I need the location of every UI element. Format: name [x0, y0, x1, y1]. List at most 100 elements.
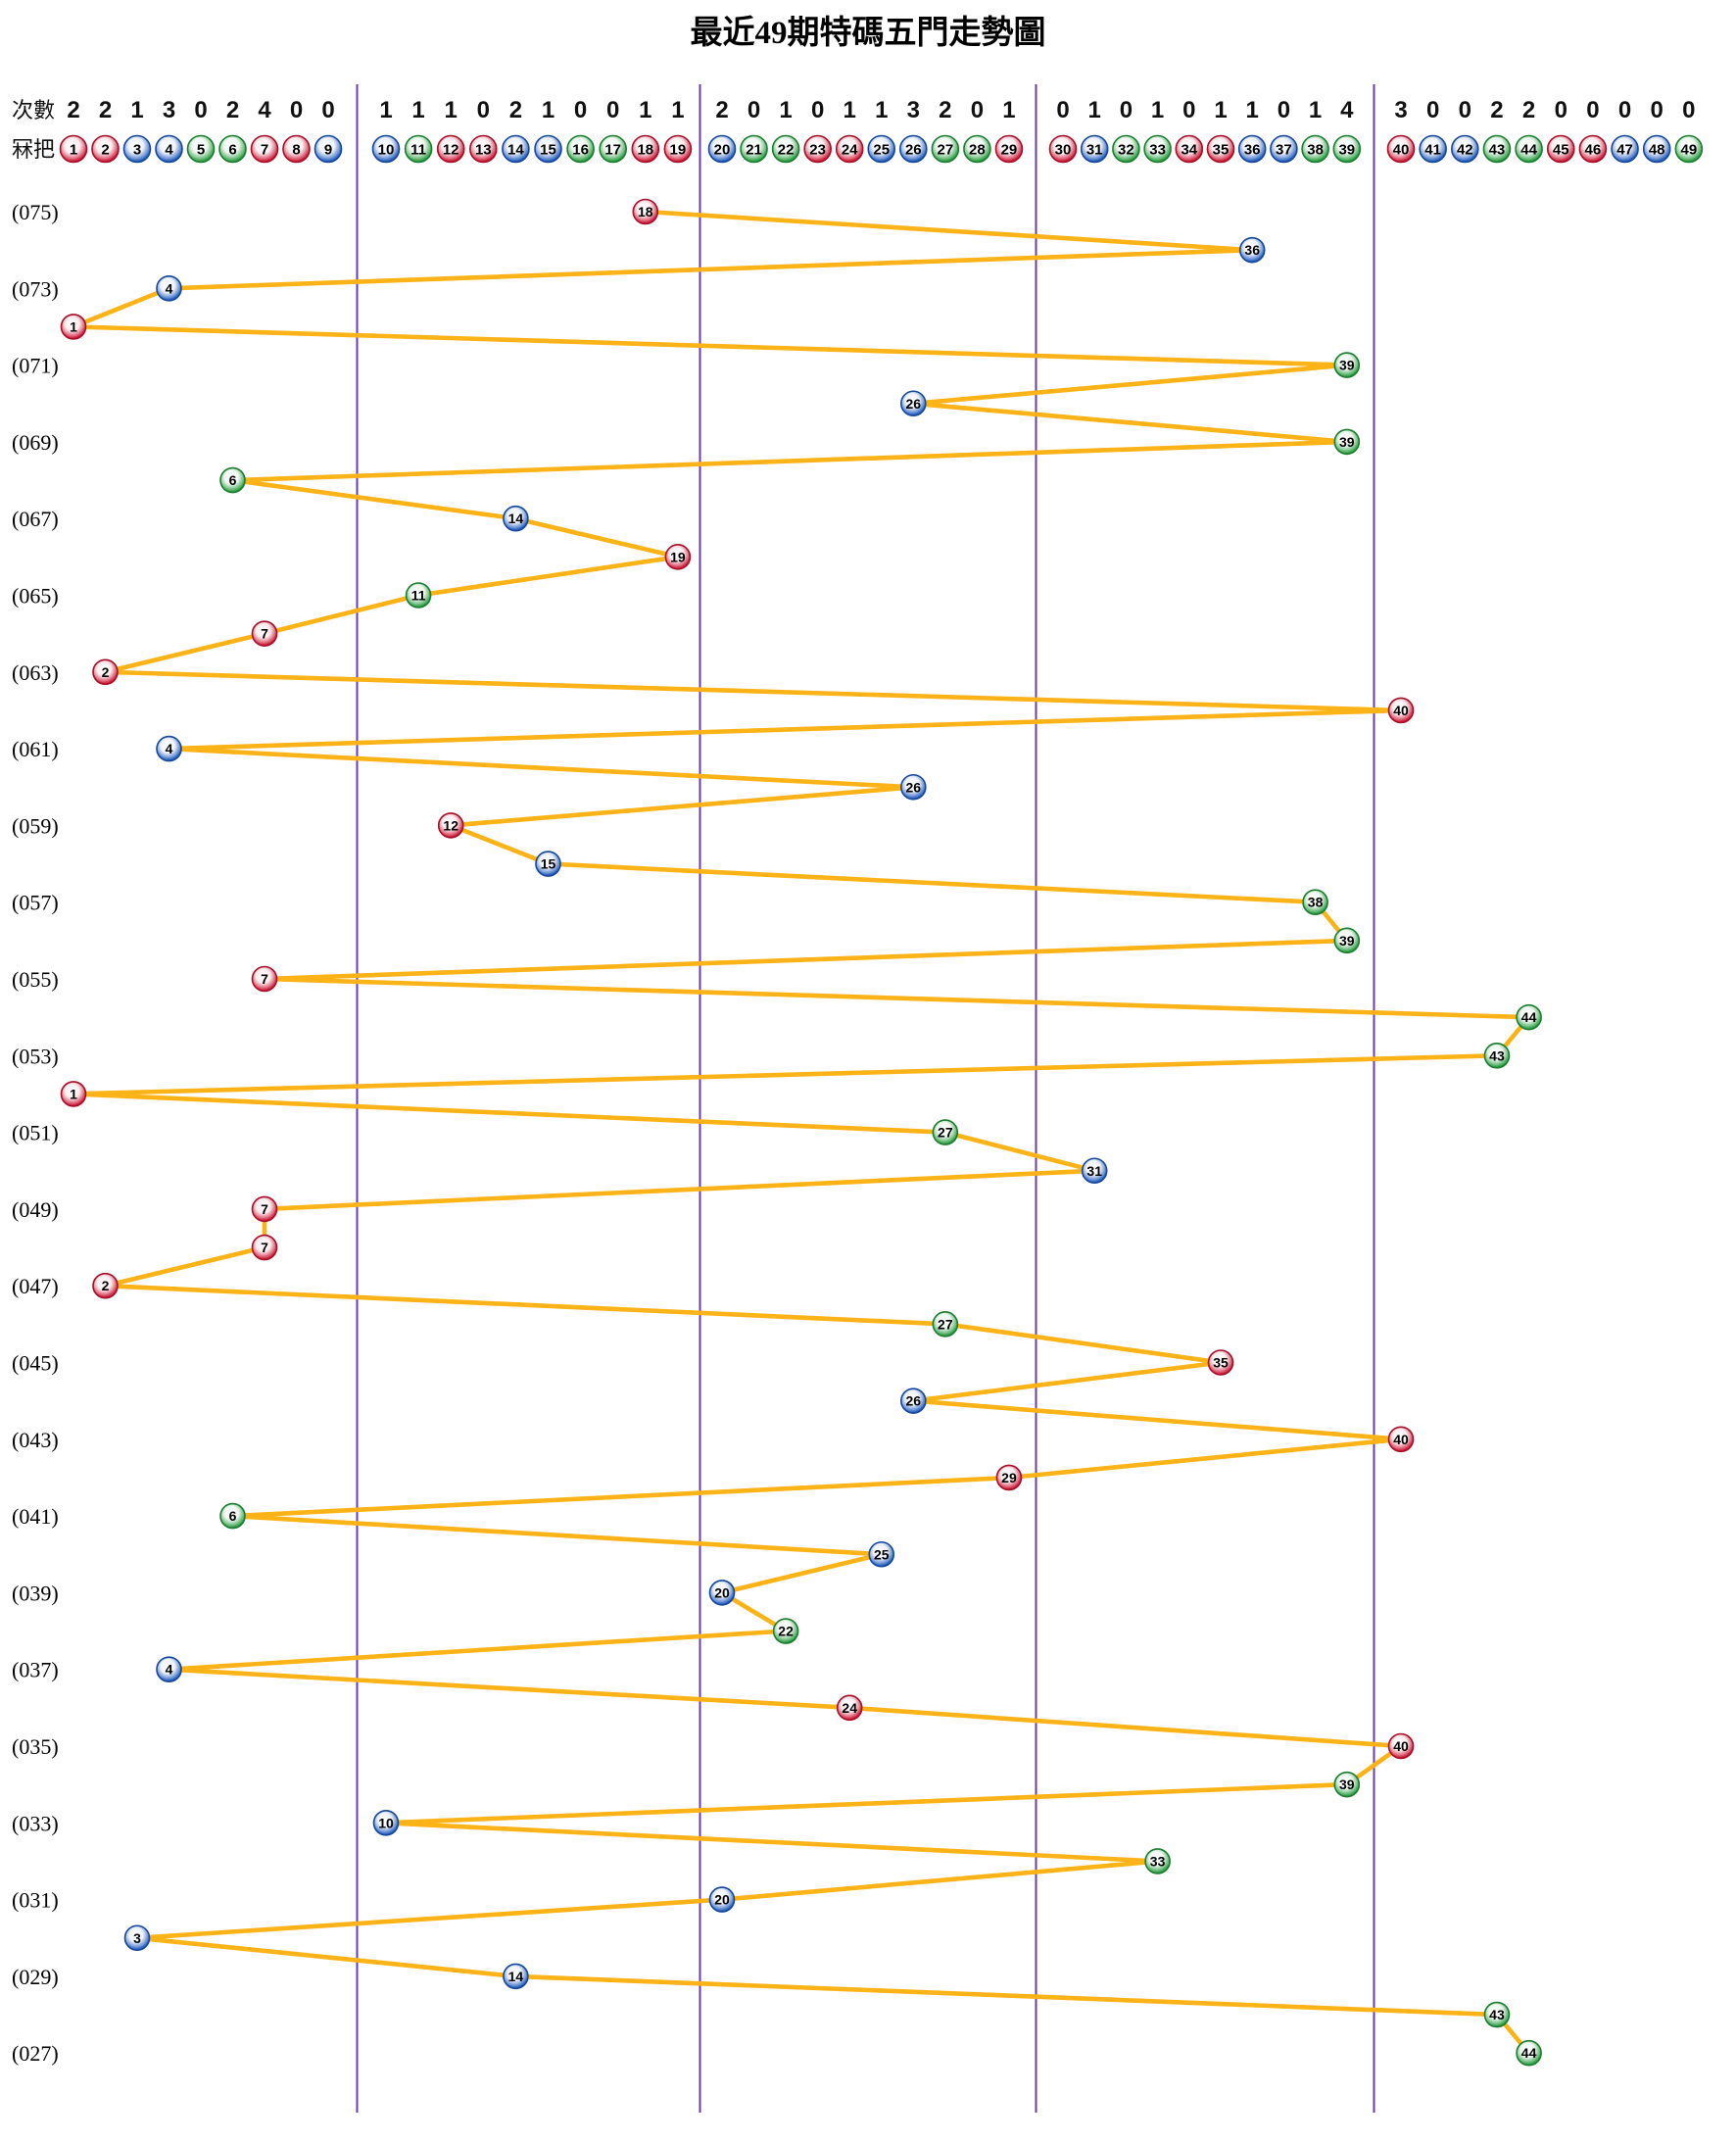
data-ball-number: 22	[778, 1624, 794, 1639]
header-ball: 36	[1237, 134, 1267, 164]
data-ball-number: 19	[670, 549, 686, 564]
data-ball-number: 3	[133, 1930, 141, 1946]
header-ball-number: 47	[1616, 141, 1633, 158]
data-ball: 3	[123, 1924, 151, 1952]
data-ball: 43	[1483, 2001, 1511, 2028]
header-ball-number: 21	[746, 141, 762, 158]
numbers-row-label: 冧把	[12, 137, 55, 162]
trend-line	[71, 209, 1531, 2056]
period-label: (031)	[12, 1888, 59, 1913]
data-ball: 25	[868, 1540, 895, 1568]
header-ball-number: 1	[70, 141, 77, 158]
data-ball-number: 24	[842, 1700, 857, 1716]
data-ball: 7	[251, 620, 278, 647]
header-ball: 10	[371, 134, 401, 164]
data-ball-number: 1	[70, 318, 77, 334]
header-ball: 38	[1301, 134, 1329, 164]
data-ball-number: 26	[906, 396, 922, 412]
data-ball: 39	[1333, 927, 1361, 954]
data-ball-number: 26	[906, 1393, 922, 1409]
header-ball-number: 35	[1213, 141, 1230, 158]
header-ball: 27	[931, 134, 960, 164]
header-ball: 46	[1578, 134, 1608, 164]
header-ball: 32	[1112, 134, 1140, 164]
header-ball: 42	[1451, 134, 1479, 164]
count-value: 1	[542, 97, 555, 123]
header-ball-number: 45	[1553, 141, 1569, 158]
data-ball-number: 44	[1521, 1009, 1537, 1025]
period-label: (043)	[12, 1428, 59, 1452]
count-value: 0	[1278, 97, 1290, 123]
count-value: 2	[226, 97, 239, 123]
header-ball-number: 43	[1489, 141, 1506, 158]
data-ball-number: 33	[1150, 1853, 1166, 1869]
count-value: 0	[1056, 97, 1069, 123]
data-ball: 1	[60, 1081, 87, 1107]
period-label: (061)	[12, 737, 59, 761]
header-ball: 29	[994, 134, 1024, 164]
data-ball: 10	[372, 1810, 400, 1836]
header-ball: 35	[1206, 134, 1235, 164]
header-ball-number: 25	[873, 141, 890, 158]
data-ball: 44	[1516, 2039, 1542, 2067]
data-ball: 20	[708, 1580, 736, 1606]
count-value: 2	[67, 97, 79, 123]
data-ball-number: 40	[1393, 703, 1409, 718]
header-ball: 5	[186, 134, 216, 164]
count-value: 2	[715, 97, 728, 123]
data-ball: 26	[899, 1387, 927, 1414]
count-value: 0	[574, 97, 587, 123]
data-ball-number: 7	[261, 971, 268, 987]
data-ball-number: 44	[1521, 2045, 1537, 2061]
header-ball: 33	[1143, 134, 1172, 164]
period-label: (073)	[12, 276, 59, 301]
period-label: (029)	[12, 1965, 59, 1989]
count-value: 0	[1555, 97, 1567, 123]
data-ball: 33	[1144, 1848, 1171, 1874]
data-ball-number: 6	[229, 1508, 237, 1524]
data-ball: 26	[899, 390, 927, 417]
header-ball-number: 2	[101, 141, 109, 158]
header-ball-number: 39	[1338, 141, 1355, 158]
data-ball-number: 20	[714, 1584, 730, 1600]
period-label: (075)	[12, 200, 59, 224]
header-ball: 17	[599, 134, 628, 164]
data-ball-number: 36	[1244, 242, 1260, 258]
data-ball-number: 2	[102, 664, 110, 680]
count-value: 2	[509, 97, 522, 123]
header-ball-number: 4	[165, 141, 173, 158]
count-value: 3	[907, 97, 920, 123]
header-ball-number: 30	[1055, 141, 1072, 158]
count-value: 1	[1151, 97, 1164, 123]
header-ball: 11	[404, 134, 433, 164]
data-ball: 4	[156, 1656, 182, 1682]
data-ball: 6	[219, 466, 246, 494]
count-value: 1	[445, 97, 458, 123]
data-ball: 31	[1081, 1157, 1108, 1185]
period-label: (067)	[12, 507, 59, 531]
data-ball-number: 7	[261, 1240, 268, 1255]
count-value: 1	[379, 97, 392, 123]
header-ball-number: 3	[133, 141, 141, 158]
data-ball-number: 1	[70, 1086, 77, 1101]
count-value: 1	[1088, 97, 1101, 123]
header-ball-number: 7	[261, 141, 268, 158]
period-label: (055)	[12, 967, 59, 992]
header-ball: 20	[707, 134, 737, 164]
count-value: 0	[971, 97, 984, 123]
count-value: 0	[811, 97, 824, 123]
count-value: 0	[290, 97, 303, 123]
header-ball: 39	[1332, 134, 1362, 164]
count-value: 1	[1002, 97, 1015, 123]
header-ball-number: 22	[778, 141, 795, 158]
period-label: (033)	[12, 1811, 59, 1835]
data-ball: 11	[405, 582, 432, 609]
period-label: (037)	[12, 1658, 59, 1682]
count-value: 1	[130, 97, 143, 123]
header-ball-number: 5	[197, 141, 205, 158]
count-value: 2	[939, 97, 951, 123]
header-ball: 15	[534, 134, 562, 164]
count-value: 1	[844, 97, 856, 123]
header-ball-number: 6	[228, 141, 236, 158]
period-label: (059)	[12, 813, 59, 838]
